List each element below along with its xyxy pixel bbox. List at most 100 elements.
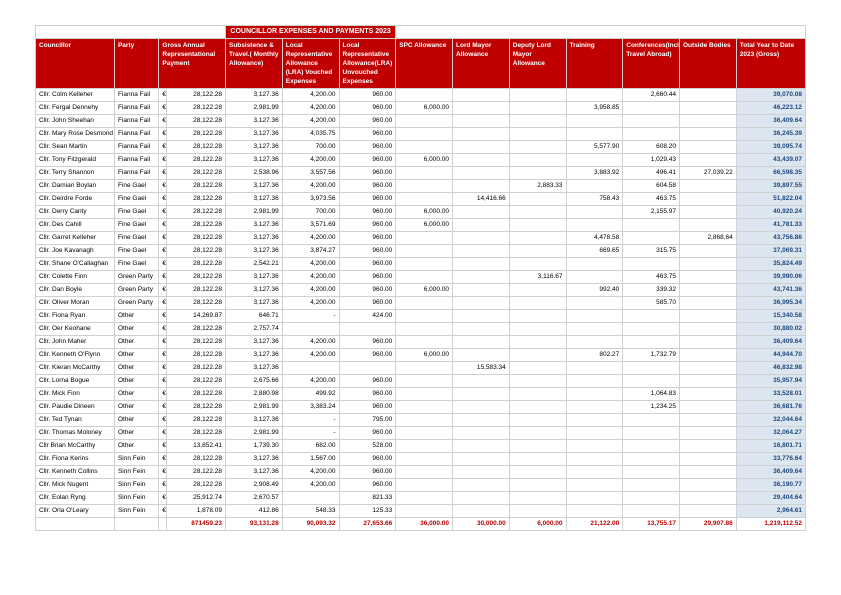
table-row: Cllr. Dan BoyleGreen Party€28,122.283,12… — [36, 284, 806, 297]
cell-value: 3,958.85 — [566, 102, 623, 115]
cell-currency: € — [159, 375, 166, 388]
cell-total: 36,995.34 — [736, 297, 805, 310]
cell-total: 43,439.07 — [736, 154, 805, 167]
cell-value: 4,200.00 — [282, 297, 339, 310]
cell-value — [509, 388, 566, 401]
cell-value: - — [282, 310, 339, 323]
cell-party: Other — [114, 349, 158, 362]
cell-value — [680, 414, 737, 427]
table-row: Cllr. Paudie DineenOther€28,122.282,981.… — [36, 401, 806, 414]
total-value: 21,122.00 — [566, 518, 623, 531]
cell-value — [339, 323, 396, 336]
cell-value — [509, 427, 566, 440]
cell-value — [396, 505, 453, 518]
cell-currency: € — [159, 193, 166, 206]
cell-value — [680, 180, 737, 193]
cell-value — [680, 89, 737, 102]
cell-value — [680, 297, 737, 310]
cell-value — [453, 414, 510, 427]
cell-value: 758.43 — [566, 193, 623, 206]
cell-value — [566, 258, 623, 271]
cell-total: 29,404.64 — [736, 492, 805, 505]
cell-total: 66,598.35 — [736, 167, 805, 180]
total-value: 36,000.00 — [396, 518, 453, 531]
cell-value: 960.00 — [339, 388, 396, 401]
cell-value: 412.86 — [226, 505, 283, 518]
cell-currency: € — [159, 258, 166, 271]
cell-currency: € — [159, 401, 166, 414]
cell-party: Fine Gael — [114, 193, 158, 206]
cell-value: 960.00 — [339, 336, 396, 349]
cell-value: - — [282, 427, 339, 440]
cell-value — [509, 466, 566, 479]
table-row: Cllr. Mary Rose DesmondFianna Fail€28,12… — [36, 128, 806, 141]
table-row: Cllr. Eolan RyngSinn Fein€25,912.742,670… — [36, 492, 806, 505]
cell-value — [566, 375, 623, 388]
cell-party: Green Party — [114, 284, 158, 297]
cell-value: 3,127.36 — [226, 245, 283, 258]
cell-value: 960.00 — [339, 89, 396, 102]
table-row: Cllr. Terry ShannonFianna Fail€28,122.28… — [36, 167, 806, 180]
cell-value — [509, 115, 566, 128]
cell-value: 669.65 — [566, 245, 623, 258]
cell-party: Other — [114, 323, 158, 336]
cell-value — [396, 180, 453, 193]
cell-party: Sinn Fein — [114, 453, 158, 466]
cell-value — [623, 427, 680, 440]
table-row: Cllr. Joe KavanaghFine Gael€28,122.283,1… — [36, 245, 806, 258]
cell-currency: € — [159, 284, 166, 297]
cell-currency: € — [159, 297, 166, 310]
cell-value: 3,127.36 — [226, 232, 283, 245]
cell-value: 3,127.36 — [226, 349, 283, 362]
cell-value — [453, 440, 510, 453]
cell-total: 41,781.33 — [736, 219, 805, 232]
cell-value: 1,234.25 — [623, 401, 680, 414]
cell-value: 3,557.56 — [282, 167, 339, 180]
cell-gross: 28,122.28 — [166, 453, 225, 466]
cell-value — [680, 115, 737, 128]
cell-value — [623, 115, 680, 128]
cell-value: 2,542.21 — [226, 258, 283, 271]
cell-value: 2,908.49 — [226, 479, 283, 492]
table-row: Cllr. Lorna BogueOther€28,122.282,675.66… — [36, 375, 806, 388]
cell-value: 960.00 — [339, 102, 396, 115]
cell-value: 3,127.36 — [226, 115, 283, 128]
cell-party: Fine Gael — [114, 219, 158, 232]
cell-total: 15,340.58 — [736, 310, 805, 323]
table-row: Cllr. Kenneth CollinsSinn Fein€28,122.28… — [36, 466, 806, 479]
cell-value: 3,127.36 — [226, 297, 283, 310]
cell-councillor: Cllr. Fergal Dennehy — [36, 102, 115, 115]
cell-councillor: Cllr. Mary Rose Desmond — [36, 128, 115, 141]
cell-councillor: Cllr. Fiona Ryan — [36, 310, 115, 323]
cell-value — [566, 219, 623, 232]
total-value: 871459.23 — [166, 518, 225, 531]
cell-value: 1,567.00 — [282, 453, 339, 466]
cell-value: 3,127.36 — [226, 271, 283, 284]
cell-total: 36,245.39 — [736, 128, 805, 141]
cell-value — [396, 375, 453, 388]
cell-value — [680, 219, 737, 232]
cell-party: Other — [114, 336, 158, 349]
cell-value — [680, 323, 737, 336]
cell-value — [566, 271, 623, 284]
cell-value: 2,660.44 — [623, 89, 680, 102]
cell-councillor: Cllr. Paudie Dineen — [36, 401, 115, 414]
cell-value — [566, 427, 623, 440]
table-row: Cllr. Mick FinnOther€28,122.282,880.9849… — [36, 388, 806, 401]
cell-value: 3,127.36 — [226, 362, 283, 375]
cell-value: 4,200.00 — [282, 466, 339, 479]
cell-value: 4,035.75 — [282, 128, 339, 141]
col-party: Party — [114, 39, 158, 89]
cell-value: 5,577.90 — [566, 141, 623, 154]
totals-row: 871459.2393,131.2890,093.3227,653.6636,0… — [36, 518, 806, 531]
cell-total: 39,990.06 — [736, 271, 805, 284]
cell-value — [396, 245, 453, 258]
total-value: 29,907.86 — [680, 518, 737, 531]
cell-value: 3,127.36 — [226, 414, 283, 427]
cell-value: 960.00 — [339, 141, 396, 154]
cell-value — [396, 232, 453, 245]
cell-total: 43,756.86 — [736, 232, 805, 245]
cell-gross: 28,122.28 — [166, 128, 225, 141]
cell-value: 960.00 — [339, 427, 396, 440]
cell-total: 43,741.36 — [736, 284, 805, 297]
